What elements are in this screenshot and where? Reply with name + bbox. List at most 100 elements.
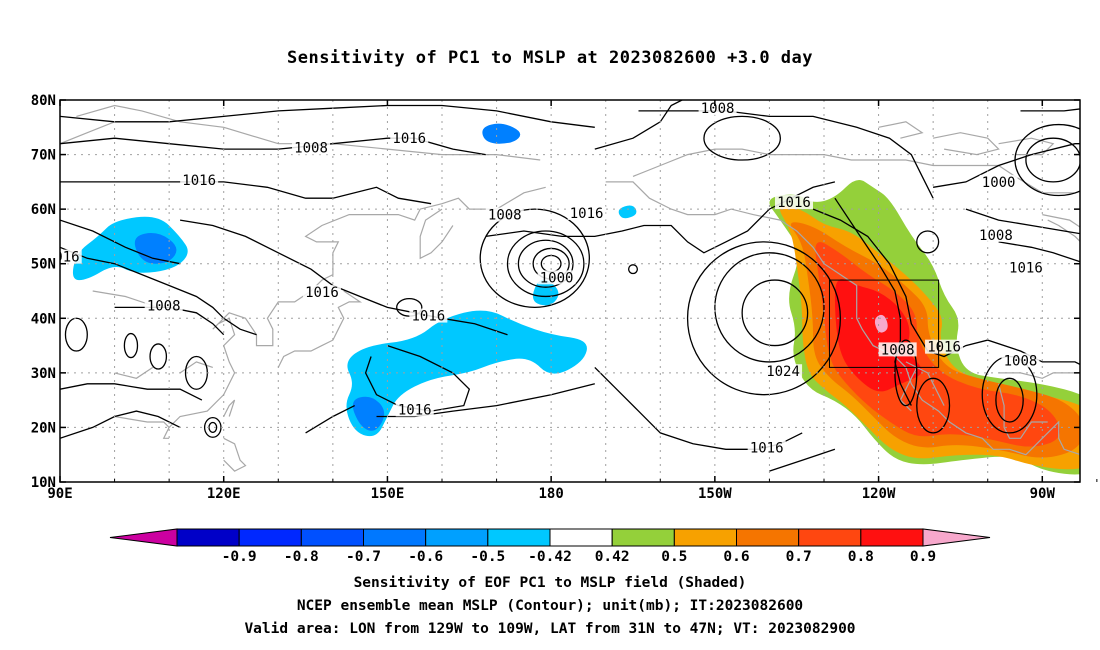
lat-tick-label: 80N xyxy=(31,93,56,109)
contour-layer xyxy=(60,100,1080,472)
isobar xyxy=(627,264,639,275)
coastline-layer xyxy=(60,104,1080,472)
lat-tick-label: 10N xyxy=(31,475,56,491)
lon-tick-label: 150E xyxy=(371,486,405,502)
chart-title: Sensitivity of PC1 to MSLP at 2023082600… xyxy=(286,48,813,68)
contour-label: 1016 xyxy=(750,441,784,457)
coastline xyxy=(899,367,918,412)
contour-label: 1024 xyxy=(766,364,800,380)
colorbar-label: -0.5 xyxy=(470,549,505,565)
contour-label: 1016 xyxy=(182,173,216,189)
colorbar-min-triangle xyxy=(109,528,178,547)
low-outer-isobar xyxy=(703,115,781,161)
coastline xyxy=(277,290,363,368)
isobar xyxy=(114,306,225,336)
lon-tick-label: 120W xyxy=(862,486,896,502)
coastline xyxy=(419,208,454,260)
colorbar: -0.9 -0.8 -0.7 -0.6 -0.5 -0.42 0.42 0.5 0.6 0.7 0.… xyxy=(109,528,991,565)
lon-tick-label: 90E xyxy=(47,486,72,502)
isobar xyxy=(203,416,222,438)
isobar xyxy=(60,219,181,265)
coastline xyxy=(605,181,1080,456)
contour-label: 1000 xyxy=(982,175,1016,191)
colorbar-label: 0.8 xyxy=(848,549,874,565)
isobar xyxy=(594,100,683,150)
grid-lines xyxy=(60,100,1080,482)
contour-label: 1016 xyxy=(411,309,445,325)
colorbar-label: 0.5 xyxy=(661,549,687,565)
colorbar-label: 0.42 xyxy=(595,549,630,565)
footer-line-2: NCEP ensemble mean MSLP (Contour); unit(… xyxy=(296,598,804,614)
lat-tick-label: 70N xyxy=(31,148,56,164)
isobar xyxy=(305,405,355,434)
isobar xyxy=(376,383,595,418)
coastline xyxy=(114,186,546,429)
isobar xyxy=(916,230,940,254)
contour-label: 1016 xyxy=(927,340,961,356)
contour-label: 1016 xyxy=(398,402,432,418)
high-center-isobar xyxy=(741,279,809,347)
colorbar-box xyxy=(611,528,675,547)
isobar xyxy=(64,317,88,352)
coastline xyxy=(223,399,236,417)
contour-label: 1000 xyxy=(540,270,574,286)
lat-tick-label: 20N xyxy=(31,420,56,436)
coastline xyxy=(998,137,1055,156)
shading-region xyxy=(874,314,888,333)
contour-label: 1016 xyxy=(1009,261,1043,277)
colorbar-label: -0.7 xyxy=(346,549,381,565)
high-outer-isobar xyxy=(686,241,842,396)
colorbar-box xyxy=(300,528,365,547)
shading-region xyxy=(72,216,188,281)
contour-label: 1008 xyxy=(488,208,522,224)
isobar xyxy=(916,377,951,434)
colorbar-box xyxy=(673,528,737,547)
shading-region xyxy=(134,233,177,264)
isobar xyxy=(179,219,508,336)
low-outer-isobar xyxy=(1014,123,1080,197)
coastline xyxy=(223,437,247,472)
lon-tick-label: 180 xyxy=(538,486,563,502)
isobar xyxy=(995,377,1024,423)
contour-label: 1016 xyxy=(46,250,80,266)
colorbar-label: -0.42 xyxy=(528,549,572,565)
colorbar-max-triangle xyxy=(922,528,991,547)
lon-tick-label: 120E xyxy=(207,486,241,502)
isobar xyxy=(769,448,836,472)
colorbar-label: 0.6 xyxy=(723,549,749,565)
contour-label: 1008 xyxy=(147,299,181,315)
sensitivity-map: 1008 1016 1008 1016 1000 1016 1008 1016 1016 1008… xyxy=(31,93,1098,565)
contour-labels: 1008 1016 1008 1016 1000 1016 1008 1016 1016 1008… xyxy=(46,101,1045,457)
isobar xyxy=(812,208,1080,366)
isobar xyxy=(932,143,1080,188)
isobar xyxy=(60,246,257,336)
low-center-isobar xyxy=(1025,137,1080,183)
isobar xyxy=(396,297,423,317)
colorbar-label: 0.9 xyxy=(910,549,936,565)
coastline xyxy=(878,121,924,139)
isobar xyxy=(60,383,203,401)
contour-label: 1016 xyxy=(392,131,426,147)
isobar xyxy=(965,208,1080,235)
coastline xyxy=(162,427,170,439)
footer-line-1: Sensitivity of EOF PC1 to MSLP field (Sh… xyxy=(353,575,747,591)
isobar xyxy=(1020,108,1080,112)
contour-label: 1016 xyxy=(777,195,811,211)
contour-label: 1016 xyxy=(570,206,604,222)
colorbar-box xyxy=(487,528,551,547)
lon-tick-label: 90W xyxy=(1030,486,1056,502)
colorbar-box xyxy=(860,528,924,547)
isobar xyxy=(149,343,168,370)
valid-area-box xyxy=(828,279,940,368)
colorbar-box xyxy=(176,528,240,547)
low-center-isobar xyxy=(506,230,585,298)
lat-tick-label: 60N xyxy=(31,202,56,218)
lat-tick-label: 50N xyxy=(31,257,56,273)
contour-label: 1008 xyxy=(881,342,915,358)
shading-region xyxy=(482,123,521,144)
isobar xyxy=(60,104,595,128)
footer-line-3: Valid area: LON from 129W to 109W, LAT f… xyxy=(244,621,856,637)
high-center-isobar xyxy=(714,252,825,363)
colorbar-box xyxy=(238,528,302,547)
lat-tick-label: 30N xyxy=(31,366,56,382)
